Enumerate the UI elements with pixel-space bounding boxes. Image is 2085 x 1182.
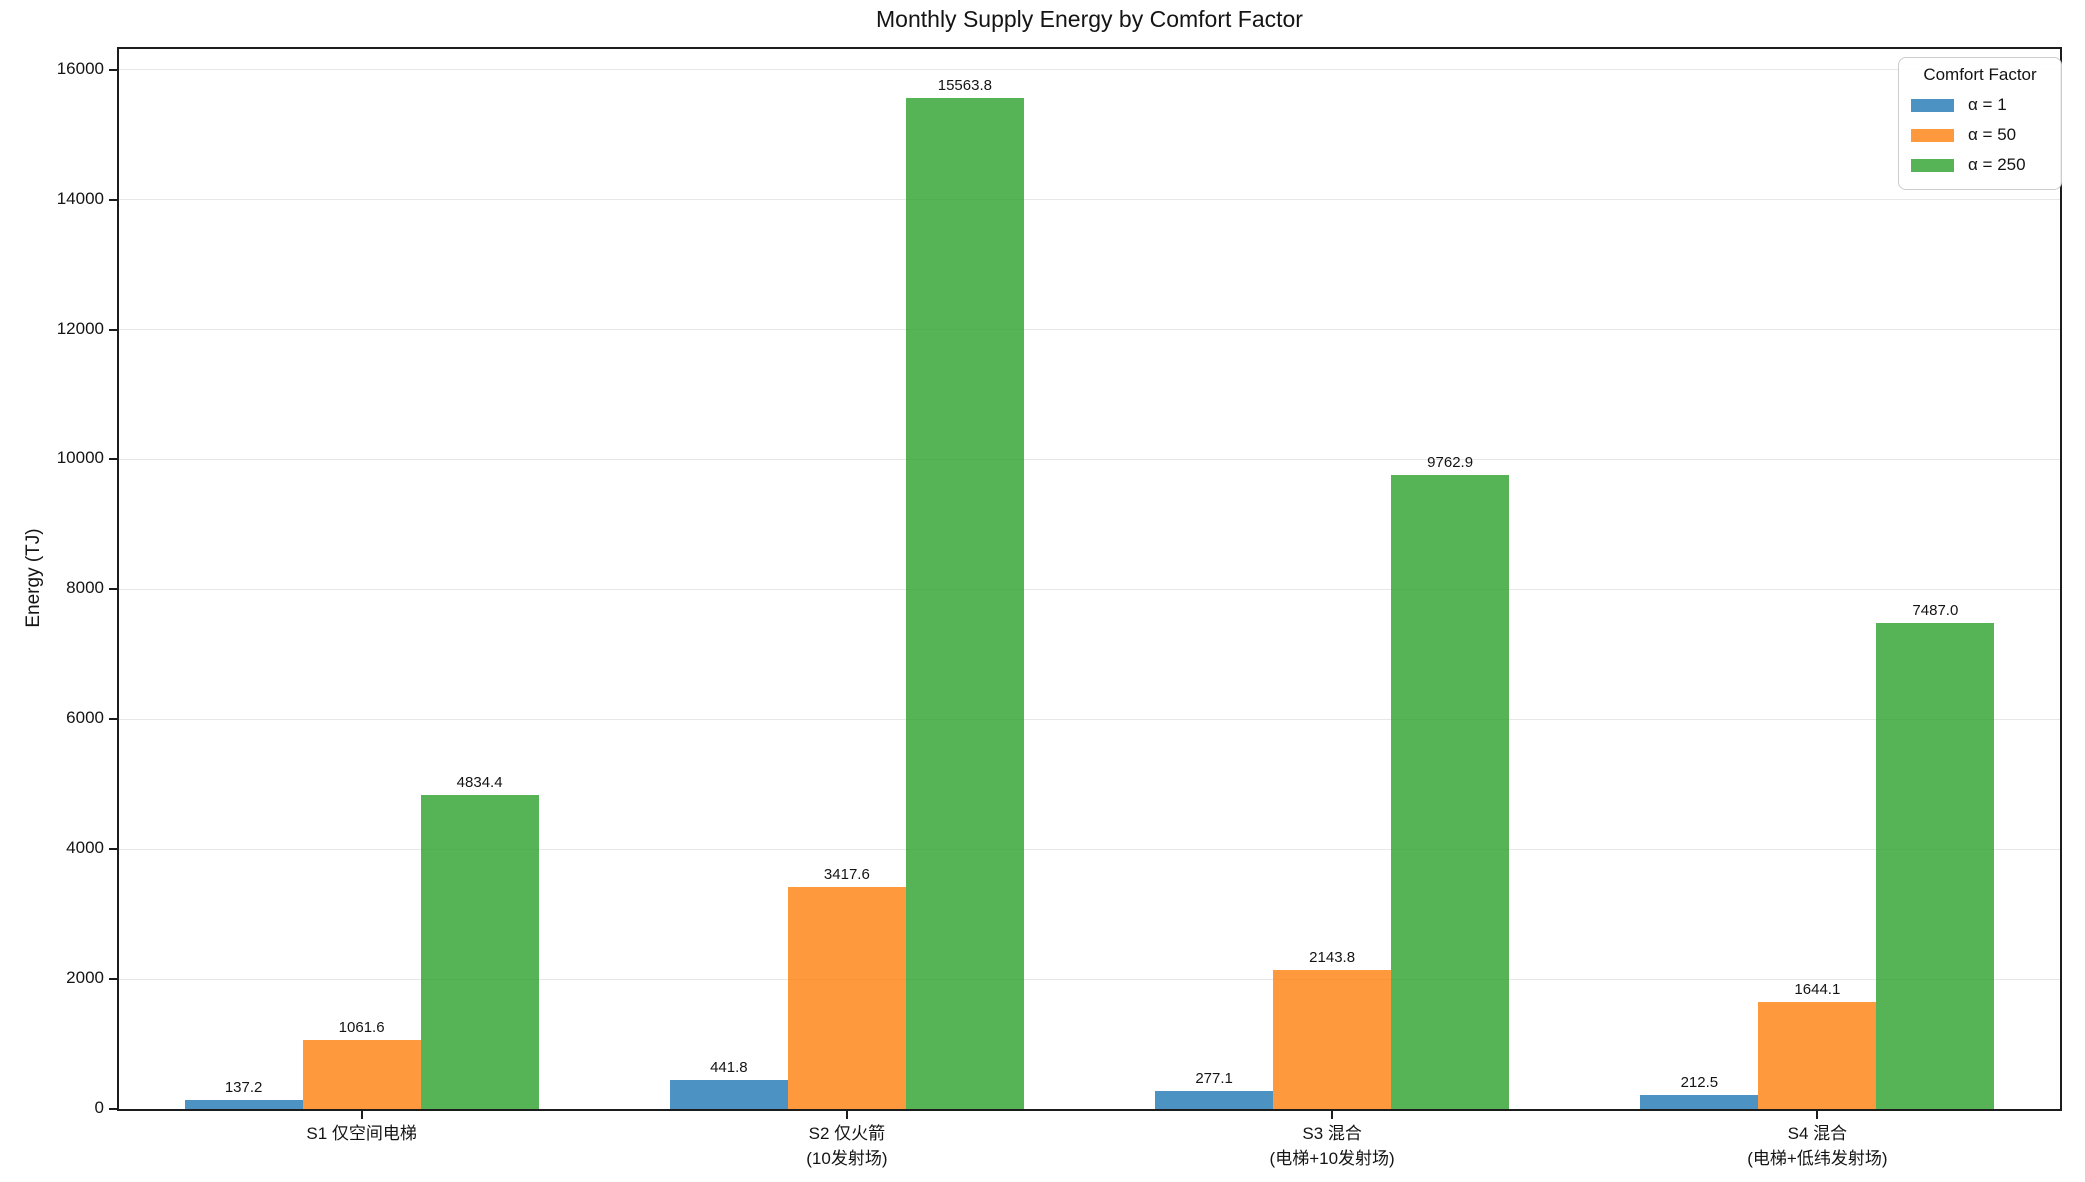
legend-swatch-3 [1911,158,1954,172]
legend-entry-2: α = 50 [1911,120,2049,150]
legend-entries: α = 1 α = 50 α = 250 [1911,90,2049,180]
bar-c1-s1 [184,1100,303,1109]
x-tick-mark-4 [1816,1111,1819,1119]
y-tick-mark-0 [109,1108,117,1110]
bar-c2-s3 [905,98,1024,1109]
bar-c2-s1 [669,1080,788,1109]
gridline-6000 [119,718,2060,720]
value-label-c4-s1: 212.5 [1680,1074,1719,1092]
bar-c3-s2 [1273,969,1392,1109]
y-tick-label-16000: 16000 [56,58,104,78]
bar-c4-s2 [1758,1002,1877,1109]
y-tick-label-8000: 8000 [66,578,104,598]
legend-label-2: α = 50 [1968,125,2017,144]
x-tick-label-4: S4 混合 (电梯+低纬发射场) [1747,1124,1888,1168]
gridline-8000 [119,588,2060,590]
value-label-c1-s3: 4834.4 [456,774,503,792]
value-label-c2-s1: 441.8 [710,1059,748,1077]
y-tick-label-4000: 4000 [66,838,104,858]
y-tick-mark-6000 [109,718,117,721]
x-tick-label-1: S1 仅空间电梯 [306,1124,417,1143]
gridline-12000 [119,329,2060,331]
gridline-2000 [119,978,2060,980]
gridline-16000 [119,69,2060,71]
x-tick-label-2: S2 仅火箭 (10发射场) [806,1124,888,1168]
gridline-10000 [119,459,2060,460]
value-label-c3-s2: 2143.8 [1309,948,1356,966]
y-tick-label-2000: 2000 [66,968,104,988]
y-tick-label-12000: 12000 [56,318,104,338]
legend-title: Comfort Factor [1923,65,2037,84]
y-tick-mark-12000 [109,328,117,331]
legend: Comfort Factor α = 1 α = 50 α = 250 [1898,57,2062,190]
x-tick-mark-1 [360,1111,363,1119]
gridline-14000 [119,199,2060,201]
bar-c4-s3 [1876,622,1995,1109]
y-tick-label-0: 0 [94,1098,104,1117]
gridline-4000 [119,848,2060,850]
y-tick-mark-10000 [109,458,117,461]
y-tick-label-10000: 10000 [56,448,104,468]
value-label-c1-s1: 137.2 [224,1079,263,1097]
legend-entry-1: α = 1 [1911,90,2049,120]
legend-label-1: α = 1 [1968,95,2007,114]
bar-c3-s3 [1391,474,1510,1109]
value-label-c3-s1: 277.1 [1195,1070,1233,1088]
y-tick-label-14000: 14000 [56,188,104,208]
y-tick-mark-16000 [109,68,117,71]
legend-swatch-2 [1911,128,1954,142]
bar-c1-s3 [420,795,539,1109]
y-tick-mark-4000 [109,848,117,851]
legend-label-3: α = 250 [1968,155,2026,174]
bar-c4-s1 [1640,1095,1759,1109]
bar-c1-s2 [302,1040,421,1109]
value-label-c3-s3: 9762.9 [1427,453,1474,471]
legend-entry-3: α = 250 [1911,150,2049,180]
value-label-c2-s3: 15563.8 [937,77,992,95]
plot-area: 137.2 1061.6 4834.4 441.8 3417.6 15563.8 277.1… [117,47,2062,1111]
value-label-c4-s3: 7487.0 [1912,601,1959,619]
y-tick-label-6000: 6000 [66,708,104,728]
y-tick-mark-2000 [109,978,117,981]
chart-title: Monthly Supply Energy by Comfort Factor [876,6,1303,32]
value-label-c4-s2: 1644.1 [1794,981,1841,999]
bar-c3-s1 [1155,1091,1274,1109]
y-tick-mark-14000 [109,198,117,201]
value-label-c2-s2: 3417.6 [823,866,870,884]
x-tick-mark-3 [1331,1111,1334,1119]
value-label-c1-s2: 1061.6 [338,1019,385,1037]
y-tick-mark-8000 [109,588,117,591]
legend-swatch-1 [1911,98,1954,112]
x-tick-label-3: S3 混合 (电梯+10发射场) [1269,1124,1395,1168]
bar-c2-s2 [787,887,906,1109]
x-tick-mark-2 [845,1111,848,1119]
